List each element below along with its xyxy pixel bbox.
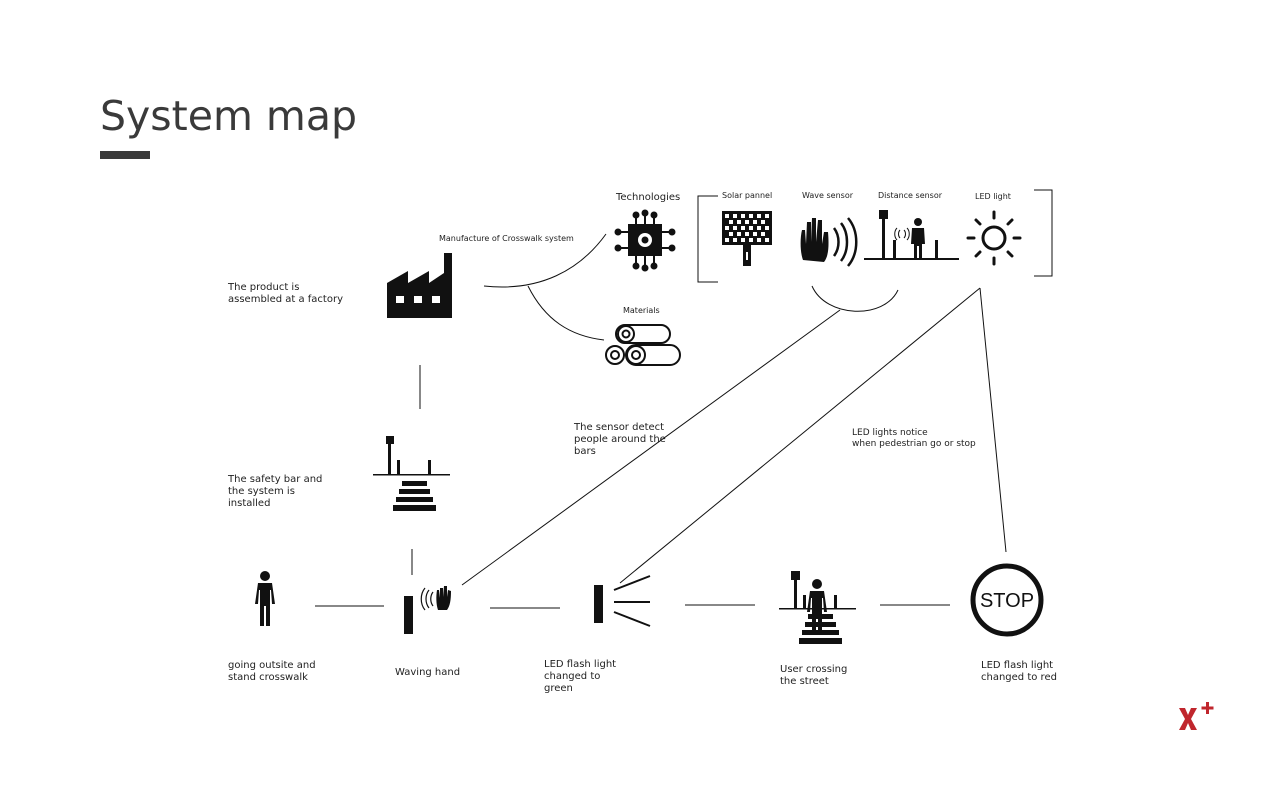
distance-sensor-icon — [864, 210, 959, 260]
step-label-led-green: LED flash light changed to green — [544, 659, 617, 694]
bracket-right — [1034, 189, 1053, 277]
step-label-user-crossing: User crossing the street — [780, 664, 848, 687]
chip-icon — [614, 209, 676, 272]
led-flash-icon — [594, 575, 651, 627]
connector-sensor-to-hand — [461, 309, 841, 586]
materials-label: Materials — [623, 306, 660, 315]
led-notice-annotation: LED lights notice when pedestrian go or … — [852, 428, 976, 449]
connector-manufacture-technologies — [483, 233, 607, 288]
step-label-led-red: LED flash light changed to red — [981, 660, 1057, 683]
user-crossing-icon — [779, 571, 856, 644]
factory-description: The product is assembled at a factory — [228, 282, 343, 305]
distance-sensor-label: Distance sensor — [878, 191, 943, 200]
title-underline — [100, 151, 150, 159]
step-label-waving-hand: Waving hand — [395, 667, 461, 678]
install-description: The safety bar and the system is install… — [228, 474, 323, 509]
person-icon — [255, 571, 275, 626]
led-light-icon — [966, 210, 1022, 266]
page-title: System map — [100, 92, 358, 140]
solar-panel-icon — [722, 211, 772, 266]
waving-hand-bar-icon — [404, 586, 451, 634]
x-plus-logo — [1179, 702, 1214, 730]
connector-manufacture-materials — [527, 285, 605, 341]
wave-hand-icon — [800, 217, 858, 267]
safety-bar-install-icon — [373, 436, 450, 511]
wave-sensor-label: Wave sensor — [802, 191, 854, 200]
stop-sign-text: STOP — [980, 590, 1034, 612]
step-label-stand-crosswalk: going outsite and stand crosswalk — [228, 660, 316, 683]
factory-icon — [387, 253, 452, 318]
solar-panel-label: Solar pannel — [722, 191, 773, 200]
stop-sign-icon: STOP — [970, 563, 1044, 637]
materials-logs-icon — [605, 324, 681, 366]
led-light-label: LED light — [975, 192, 1011, 201]
connector-led-to-green — [619, 287, 981, 584]
bracket-left — [697, 195, 718, 283]
connector-sensors-arc — [811, 285, 899, 312]
manufacture-label: Manufacture of Crosswalk system — [439, 234, 574, 243]
sensor-detect-annotation: The sensor detect people around the bars — [574, 422, 666, 457]
technologies-label: Technologies — [616, 192, 681, 203]
connector-led-to-stop — [979, 287, 1007, 553]
